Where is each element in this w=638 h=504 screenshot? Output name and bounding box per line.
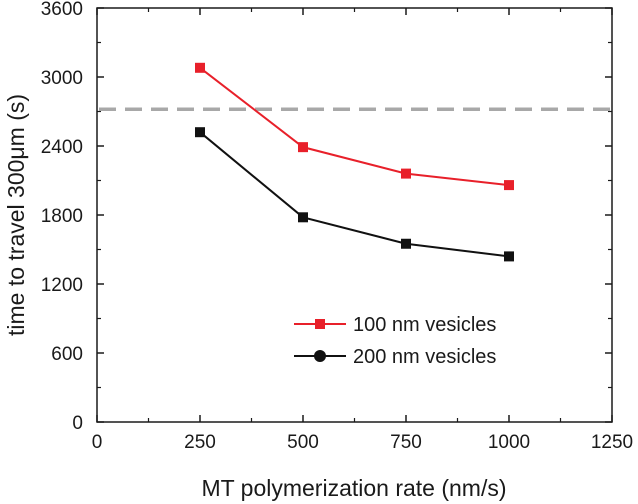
- legend-entry-200nm: 200 nm vesicles: [294, 346, 496, 368]
- series-0-point-3: [504, 180, 514, 191]
- axis-ticks: [96, 7, 613, 423]
- x-tick-label-4: 1000: [488, 432, 530, 453]
- y-tick-label-0: 0: [72, 413, 83, 434]
- series-1-point-3: [504, 251, 514, 262]
- y-tick-label-1: 600: [51, 344, 83, 365]
- legend-entry-100nm: 100 nm vesicles: [294, 314, 496, 336]
- legend-label-100nm: 100 nm vesicles: [353, 314, 496, 336]
- legend-marker-200nm: [314, 350, 326, 362]
- x-axis-label: MT polymerization rate (nm/s): [201, 475, 506, 501]
- x-tick-label-2: 500: [287, 432, 319, 453]
- series-1-point-0: [195, 127, 205, 138]
- legend: 100 nm vesicles 200 nm vesicles: [294, 314, 496, 368]
- x-tick-label-1: 250: [184, 432, 216, 453]
- y-tick-label-5: 3000: [41, 68, 83, 89]
- legend-label-200nm: 200 nm vesicles: [353, 346, 496, 368]
- series-line-1: [199, 131, 510, 258]
- y-axis-label: time to travel 300μm (s): [3, 94, 29, 336]
- x-tick-label-0: 0: [92, 432, 103, 453]
- y-tick-label-4: 2400: [41, 137, 83, 158]
- y-tick-label-6: 3600: [41, 0, 83, 20]
- series-layer: [195, 62, 514, 262]
- x-tick-label-3: 750: [390, 432, 422, 453]
- series-0-point-0: [195, 62, 205, 73]
- series-1-point-2: [401, 238, 411, 249]
- y-tick-label-3: 1800: [41, 206, 83, 227]
- series-0-point-2: [401, 168, 411, 179]
- series-0-point-1: [298, 142, 308, 153]
- x-tick-label-5: 1250: [591, 432, 633, 453]
- axis-tick-labels: 0 250 500 750 1000 1250 0 600 1200 1800 2400 3000 36…: [41, 0, 633, 453]
- legend-marker-100nm: [315, 319, 325, 329]
- series-line-0: [199, 67, 510, 187]
- y-tick-label-2: 1200: [41, 275, 83, 296]
- series-1-point-1: [298, 212, 308, 223]
